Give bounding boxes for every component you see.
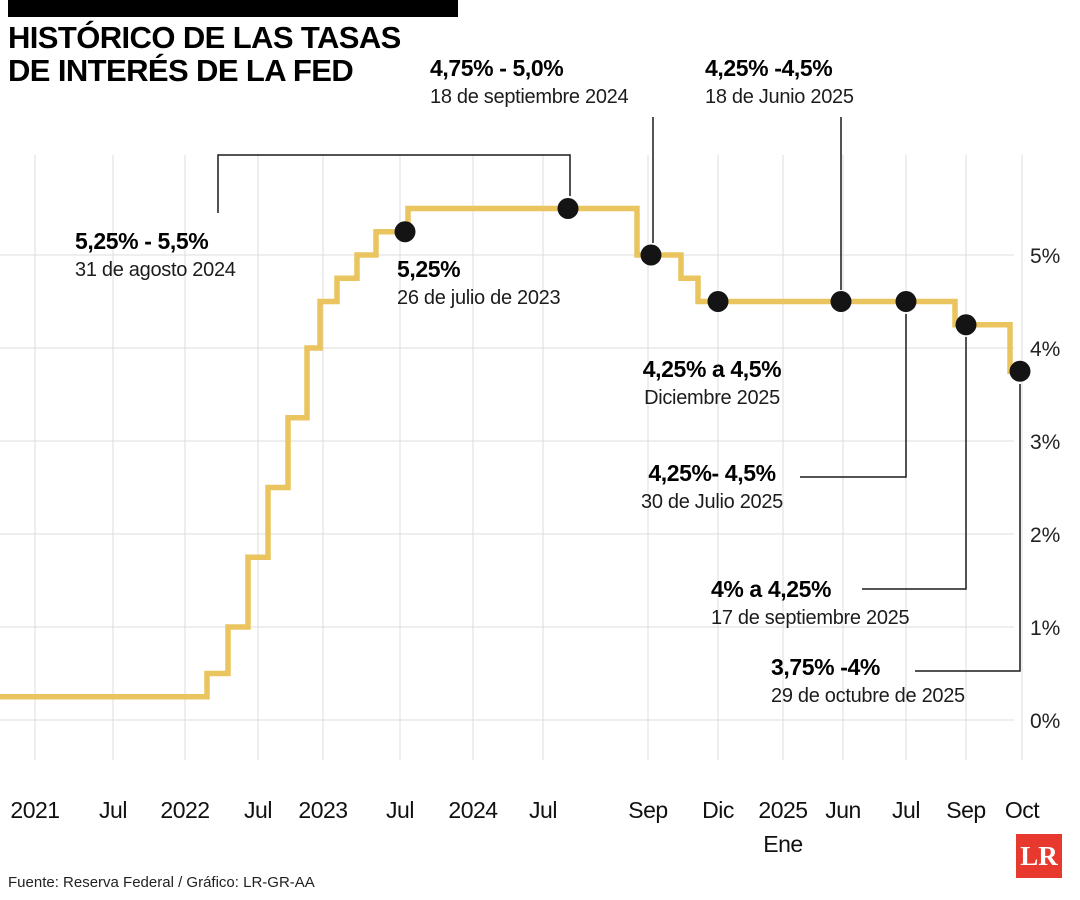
annotation-date-label: Diciembre 2025	[644, 387, 780, 409]
annotation-rate-label: 4% a 4,25%	[711, 576, 832, 602]
annotation-rate-label: 4,25%- 4,5%	[648, 460, 776, 486]
y-axis-tick-label: 3%	[1030, 431, 1060, 454]
y-axis-tick-label: 4%	[1030, 338, 1060, 361]
annotation-rate-label: 4,75% - 5,0%	[430, 55, 564, 81]
x-axis-tick-label: Oct	[1005, 797, 1040, 823]
rate-event-dot	[1009, 360, 1031, 382]
x-axis-tick-label: Jul	[892, 797, 920, 823]
rate-event-dot	[830, 291, 852, 312]
annotation-29-octubre-2025: 3,75% -4% 29 de octubre de 2025	[771, 654, 965, 708]
rate-event-dot	[707, 291, 729, 312]
annotation-rate-label: 4,25% a 4,5%	[642, 356, 782, 382]
x-axis-tick-sublabel: Ene	[763, 831, 802, 857]
x-axis-tick-label: 2023	[298, 797, 347, 823]
annotation-rate-label: 5,25% - 5,5%	[75, 228, 209, 254]
x-axis-tick-label: Jul	[244, 797, 272, 823]
rate-step-line	[0, 205, 1026, 700]
annotation-date-label: 29 de octubre de 2025	[771, 685, 965, 707]
annotation-26-julio-2023: 5,25% 26 de julio de 2023	[397, 256, 561, 310]
y-axis-tick-label: 1%	[1030, 617, 1060, 640]
annotation-rate-label: 5,25%	[397, 256, 461, 282]
x-axis-tick-label: 2024	[448, 797, 498, 823]
annotation-date-label: 18 de Junio 2025	[705, 86, 854, 108]
annotation-diciembre: 4,25% a 4,5% Diciembre 2025	[612, 356, 812, 410]
x-axis-tick-label: Sep	[946, 797, 985, 823]
x-axis-tick-label: 2021	[10, 797, 59, 823]
annotation-rate-label: 3,75% -4%	[771, 654, 880, 680]
annotation-18-junio-2025: 4,25% -4,5% 18 de Junio 2025	[705, 55, 854, 109]
title-accent-bar	[8, 0, 458, 17]
y-axis-tick-label: 2%	[1030, 524, 1060, 547]
page-title: HISTÓRICO DE LAS TASAS DE INTERÉS DE LA …	[8, 20, 401, 88]
annotation-date-label: 17 de septiembre 2025	[711, 607, 910, 629]
lr-logo: LR	[1016, 834, 1062, 878]
annotation-18-septiembre-2024: 4,75% - 5,0% 18 de septiembre 2024	[430, 55, 629, 109]
x-axis-tick-label: Jul	[386, 797, 414, 823]
x-axis-tick-label: Dic	[702, 797, 734, 823]
x-axis-tick-label: Sep	[628, 797, 667, 823]
annotation-date-label: 18 de septiembre 2024	[430, 86, 629, 108]
x-axis-tick-label: Jul	[529, 797, 557, 823]
y-axis-tick-label: 0%	[1030, 710, 1060, 733]
x-axis-tick-label: Jul	[99, 797, 127, 823]
annotation-31-agosto-2024: 5,25% - 5,5% 31 de agosto 2024	[75, 228, 236, 282]
rate-event-dot	[557, 198, 579, 219]
y-axis-tick-label: 5%	[1030, 245, 1060, 268]
x-axis-tick-label: 2022	[160, 797, 209, 823]
x-axis-tick-label: 2025	[758, 797, 807, 823]
annotation-leader-line	[862, 337, 967, 590]
annotation-leader-line	[217, 154, 571, 213]
annotation-30-julio-2025: 4,25%- 4,5% 30 de Julio 2025	[612, 460, 812, 514]
page-title-line-2: DE INTERÉS DE LA FED	[8, 52, 354, 88]
page-title-line-1: HISTÓRICO DE LAS TASAS	[8, 20, 401, 55]
rate-event-dot	[895, 291, 917, 312]
rate-event-dot	[394, 221, 416, 243]
annotation-leader-line	[800, 314, 907, 478]
annotation-rate-label: 4,25% -4,5%	[705, 55, 833, 81]
annotation-17-septiembre-2025: 4% a 4,25% 17 de septiembre 2025	[711, 576, 910, 630]
annotation-leader-line	[915, 384, 1021, 672]
rate-event-dot	[955, 314, 977, 336]
annotation-date-label: 30 de Julio 2025	[641, 491, 783, 513]
x-axis-tick-label: Jun	[825, 797, 861, 823]
annotation-date-label: 31 de agosto 2024	[75, 259, 236, 281]
annotation-date-label: 26 de julio de 2023	[397, 287, 561, 309]
source-credit: Fuente: Reserva Federal / Gráfico: LR-GR…	[8, 874, 315, 891]
rate-event-dot	[640, 244, 662, 266]
